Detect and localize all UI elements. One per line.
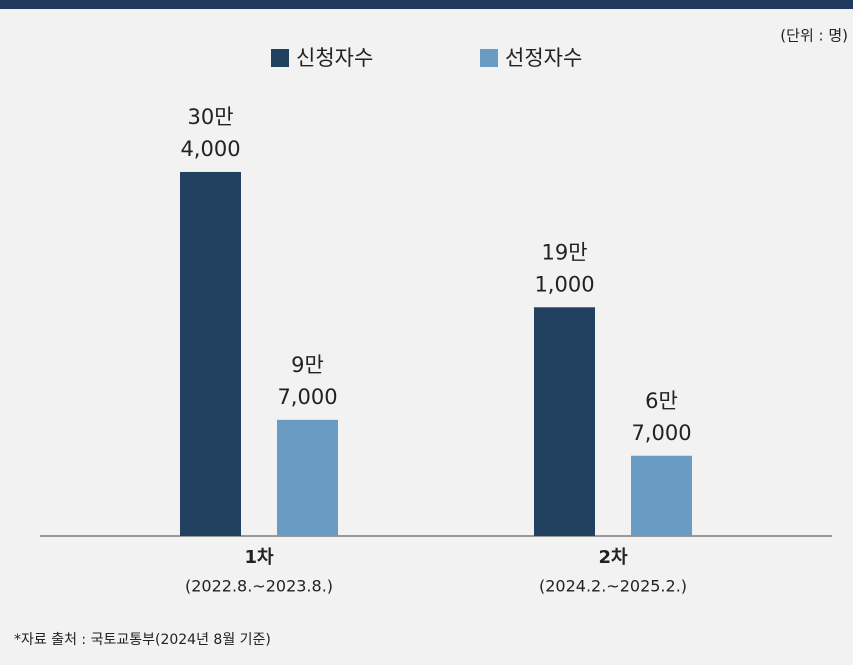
value-label: 6만	[645, 389, 678, 413]
value-label: 19만	[541, 240, 587, 264]
source-note: *자료 출처 : 국토교통부(2024년 8월 기준)	[14, 632, 271, 648]
category-period: (2022.8.~2023.8.)	[185, 577, 333, 596]
value-label: 1,000	[534, 272, 594, 296]
unit-note: (단위 : 명)	[780, 27, 848, 45]
legend-swatch	[480, 49, 498, 67]
legend-label: 선정자수	[505, 46, 582, 70]
value-label: 9만	[291, 353, 324, 377]
bar	[631, 455, 692, 536]
legend-label: 신청자수	[296, 46, 373, 70]
bar	[277, 419, 338, 536]
value-label: 7,000	[277, 385, 337, 409]
top-bar	[0, 0, 853, 9]
x-tick-label: 2차	[598, 547, 628, 568]
category-period: (2024.2.~2025.2.)	[539, 577, 687, 596]
value-label: 7,000	[631, 421, 691, 445]
value-label: 4,000	[180, 137, 240, 161]
legend-swatch	[271, 49, 289, 67]
x-tick-label: 1차	[244, 547, 274, 568]
value-label: 30만	[187, 105, 233, 129]
bar	[180, 171, 241, 536]
bar	[534, 307, 595, 536]
